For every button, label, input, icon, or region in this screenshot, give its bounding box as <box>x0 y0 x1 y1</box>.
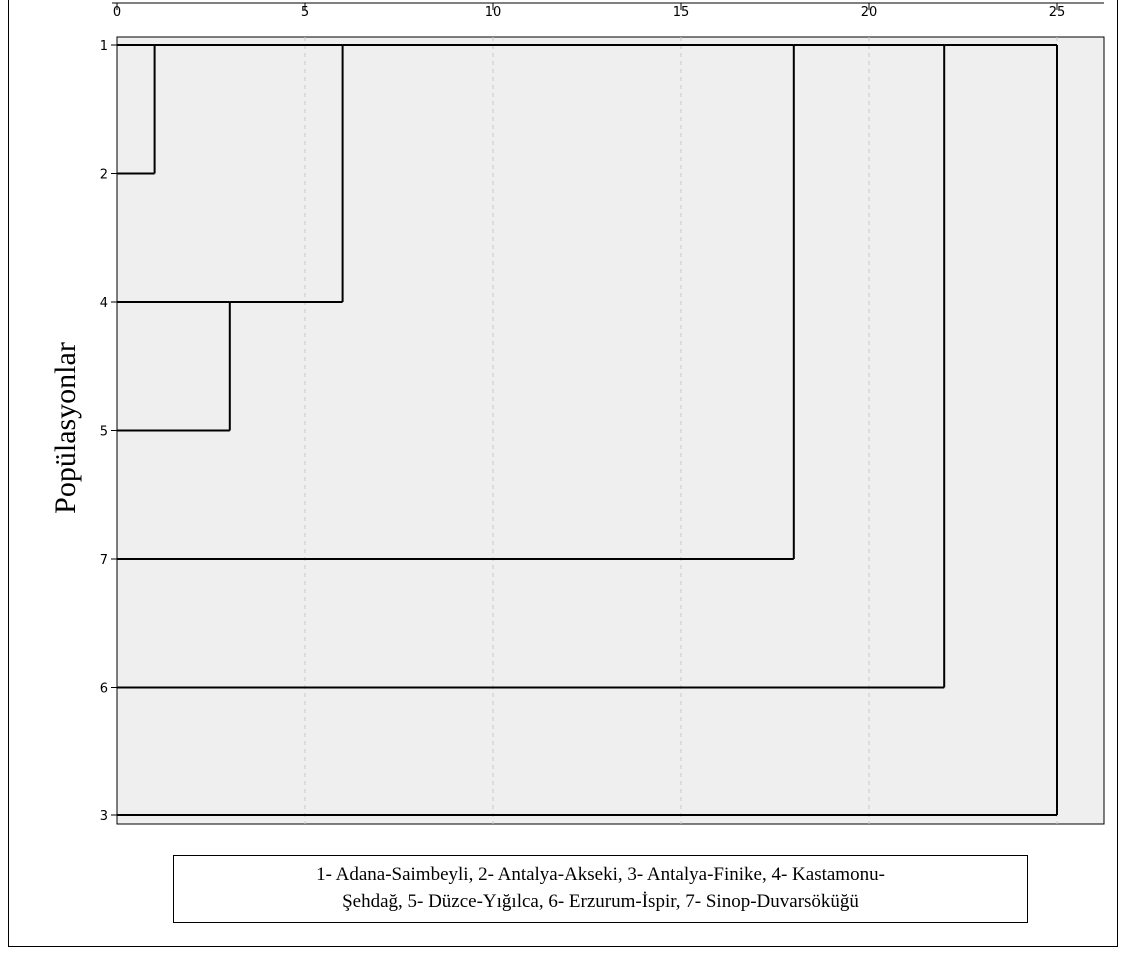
leaf-label: 3 <box>100 809 108 824</box>
dendrogram-link <box>117 44 156 175</box>
dendrogram-link <box>117 44 795 560</box>
legend-line-2: Şehdağ, 5- Düzce-Yığılca, 6- Erzurum-İsp… <box>342 891 859 912</box>
y-axis-label: Popülasyonlar <box>49 342 82 514</box>
figure-frame <box>8 0 1118 947</box>
leaf-label: 2 <box>100 168 108 183</box>
x-tick-label: 5 <box>301 5 309 20</box>
plot-area <box>116 36 1105 825</box>
legend-line-1: 1- Adana-Saimbeyli, 2- Antalya-Akseki, 3… <box>316 864 885 885</box>
dendrogram-link <box>117 44 1058 816</box>
dendrogram-link <box>154 44 344 303</box>
dendrogram-link <box>117 44 946 689</box>
leaf-label: 5 <box>100 425 108 440</box>
x-tick-label: 15 <box>673 5 690 20</box>
x-tick-label: 0 <box>113 5 121 20</box>
dendrogram-link <box>117 301 231 432</box>
leaf-label: 7 <box>100 553 108 568</box>
dendrogram-links <box>117 44 1058 816</box>
x-tick-label: 25 <box>1049 5 1066 20</box>
leaf-label: 6 <box>100 682 108 697</box>
x-tick-label: 10 <box>485 5 502 20</box>
leaf-label: 4 <box>100 296 108 311</box>
x-tick-label: 20 <box>861 5 878 20</box>
leaf-label: 1 <box>100 39 108 54</box>
legend-box: 1- Adana-Saimbeyli, 2- Antalya-Akseki, 3… <box>173 855 1028 923</box>
axis-ticks: 0 5 10 15 20 25 1 2 4 5 7 6 3 <box>100 2 1104 824</box>
